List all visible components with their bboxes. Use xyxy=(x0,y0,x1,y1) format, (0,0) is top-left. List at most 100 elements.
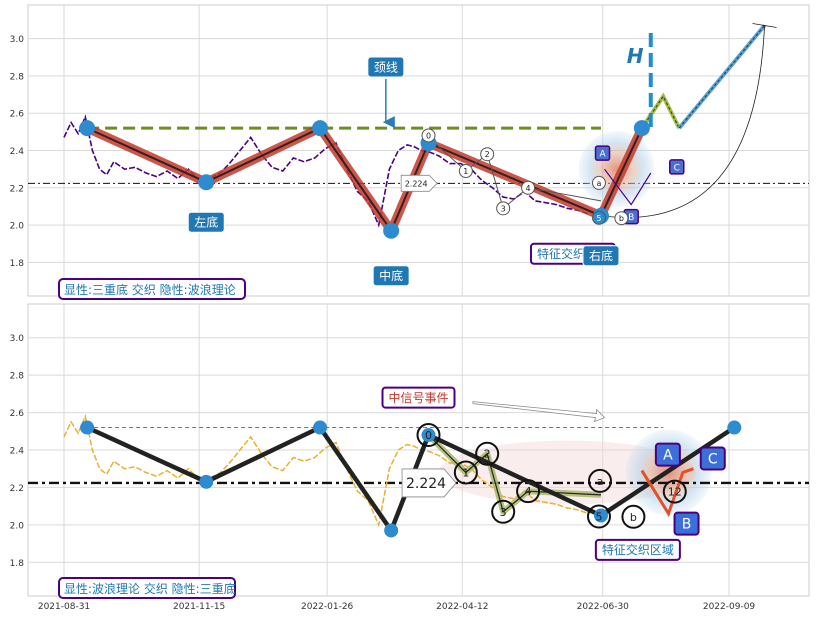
y-tick-label: 1.8 xyxy=(10,259,25,269)
signal-arrow xyxy=(472,401,606,423)
abc-label-box xyxy=(669,159,685,175)
legend-box xyxy=(58,278,246,300)
wave-label: 0 xyxy=(426,131,431,140)
wave-label: 2 xyxy=(485,150,490,159)
neckline-label: 颈线 xyxy=(374,60,398,74)
legend-text: 显性:波浪理论 交织 隐性:三重底 xyxy=(64,581,236,596)
wave-label: 12 xyxy=(668,486,682,499)
wave-line-core xyxy=(428,434,602,513)
wave-label-circle xyxy=(591,210,606,225)
y-tick-label: 2.4 xyxy=(10,147,25,157)
wave-label: a xyxy=(597,179,602,188)
abc-label: B xyxy=(628,213,634,223)
abc-line xyxy=(604,168,652,206)
wave-label-circle xyxy=(586,504,611,529)
y-tick-label: 3.0 xyxy=(10,35,25,45)
y-tick-label: 2.6 xyxy=(10,409,25,419)
pattern-point xyxy=(198,174,215,191)
wave-label-circle xyxy=(480,147,495,162)
y-tick-label: 2.0 xyxy=(10,521,25,531)
wave-label-circle xyxy=(491,499,516,524)
wave-label: 4 xyxy=(526,184,531,193)
ref-value-badge xyxy=(401,468,457,498)
pattern-point xyxy=(199,474,214,489)
interweave-label: 特征交织区域 xyxy=(602,542,674,557)
y-tick-label: 2.6 xyxy=(10,110,25,120)
wave-label-circle xyxy=(614,211,629,226)
x-tick-label: 2022-04-12 xyxy=(436,602,488,612)
pattern-point xyxy=(79,120,96,137)
x-tick-label: 2021-08-31 xyxy=(38,602,90,612)
lower-panel: 1.8 2.0 2.2 2.4 2.6 2.8 3.0 2021-08-31 2021-11-1… xyxy=(10,303,810,612)
y-tick-label: 2.8 xyxy=(10,72,25,82)
wave-label: 1 xyxy=(463,167,468,176)
abc-line xyxy=(640,467,694,518)
pattern-point xyxy=(313,420,328,435)
right-bottom-label-box xyxy=(582,245,620,267)
wave-label: 3 xyxy=(501,204,506,213)
pattern-point xyxy=(727,420,742,435)
upper-panel: 1.8 2.0 2.2 2.4 2.6 2.8 3.0 H A B C 0 1 2 3 4 a 5 b 2.224 颈线… xyxy=(10,4,810,300)
right-bottom-label: 右底 xyxy=(589,248,613,263)
interweave-glow xyxy=(578,131,655,208)
abc-label: C xyxy=(708,451,718,467)
wave-label: 2 xyxy=(484,448,491,461)
wave-label-circle xyxy=(453,460,478,485)
x-tick-label: 2021-11-15 xyxy=(173,602,225,612)
wave-label-circle xyxy=(421,128,436,143)
wave-label-circle xyxy=(587,468,612,493)
y-tick-label: 2.2 xyxy=(10,484,24,494)
wave-label-circle xyxy=(662,479,687,504)
ref-value-badge xyxy=(400,174,438,192)
wave-label: 5 xyxy=(596,214,601,223)
wave-label-circle xyxy=(516,479,541,504)
abc-label: C xyxy=(674,163,680,173)
wave-label: b xyxy=(630,511,637,524)
legend-text: 显性:三重底 交织 隐性:波浪理论 xyxy=(64,282,236,297)
y-tick-label: 3.0 xyxy=(10,334,25,344)
legend-box xyxy=(58,577,236,599)
y-tick-label: 2.8 xyxy=(10,372,25,382)
pattern-point xyxy=(80,420,95,435)
pattern-point xyxy=(383,222,400,239)
pattern-point xyxy=(421,428,436,443)
wave-label-circle xyxy=(621,504,646,529)
wave-label: 1 xyxy=(462,466,469,479)
abc-label: A xyxy=(663,448,673,464)
wave-label: b xyxy=(619,214,624,223)
pattern-point xyxy=(593,508,608,523)
wave-label-circle xyxy=(496,201,511,216)
wave-label: 3 xyxy=(500,506,507,519)
x-tick-label: 2022-09-09 xyxy=(703,602,756,612)
signal-label-box xyxy=(381,386,456,409)
pattern-point xyxy=(312,120,329,137)
price-series-line xyxy=(63,114,589,228)
wave-label-circle xyxy=(475,441,500,466)
target-tick xyxy=(752,23,777,28)
h-label: H xyxy=(627,44,644,68)
abc-label: B xyxy=(682,517,692,533)
wave-label-circle xyxy=(521,180,536,195)
abc-label-box xyxy=(673,511,700,536)
x-tick-label: 2022-01-26 xyxy=(301,602,354,612)
left-bottom-label-box xyxy=(187,211,225,233)
wave-label: 4 xyxy=(525,485,532,498)
y-tick-label: 2.4 xyxy=(10,447,25,457)
pattern-point xyxy=(384,523,399,538)
wave-label-circle xyxy=(458,164,473,179)
price-series-line xyxy=(63,413,589,528)
y-tick-label: 2.2 xyxy=(10,184,24,194)
left-bottom-label: 左底 xyxy=(194,215,218,230)
y-tick-label: 1.8 xyxy=(10,559,25,569)
wave-label-circle xyxy=(591,175,606,190)
ref-value-label: 2.224 xyxy=(405,179,428,188)
wave-line xyxy=(428,137,602,210)
mid-bottom-label: 中底 xyxy=(379,268,403,283)
wave-label: a xyxy=(597,475,604,488)
wave-label: 5 xyxy=(595,511,602,524)
y-tick-label: 2.0 xyxy=(10,222,25,232)
abc-label: A xyxy=(599,150,606,160)
wave-label: 0 xyxy=(425,429,432,442)
